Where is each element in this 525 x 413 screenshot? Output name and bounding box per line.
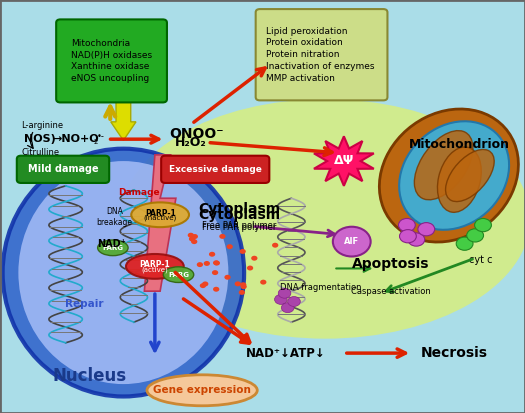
Circle shape [418, 223, 435, 236]
Ellipse shape [121, 99, 525, 339]
Circle shape [239, 249, 246, 254]
Circle shape [408, 233, 425, 246]
Circle shape [281, 303, 294, 313]
Text: PARG: PARG [102, 245, 123, 251]
Ellipse shape [98, 240, 128, 256]
Text: PARP-1: PARP-1 [145, 209, 175, 218]
Circle shape [227, 244, 233, 249]
Circle shape [200, 283, 206, 288]
Text: •-: •- [97, 132, 105, 141]
Polygon shape [144, 155, 176, 291]
Text: Damage: Damage [118, 188, 160, 197]
Ellipse shape [414, 131, 473, 200]
Circle shape [189, 237, 195, 242]
Circle shape [400, 230, 416, 243]
Ellipse shape [380, 109, 518, 242]
Text: Mild damage: Mild damage [28, 164, 98, 174]
Circle shape [209, 252, 215, 257]
Text: Necrosis: Necrosis [421, 346, 488, 360]
Ellipse shape [3, 149, 244, 396]
Text: ΔΨ: ΔΨ [334, 154, 354, 167]
Text: (inactive): (inactive) [143, 215, 177, 221]
Text: →NO+O: →NO+O [52, 134, 99, 144]
Ellipse shape [131, 202, 189, 227]
Circle shape [240, 282, 246, 287]
Text: cyt c: cyt c [469, 255, 492, 265]
Circle shape [240, 284, 247, 289]
Circle shape [197, 262, 203, 267]
Text: (active): (active) [142, 266, 168, 273]
Text: Citrulline: Citrulline [21, 148, 59, 157]
Text: Cytoplasm: Cytoplasm [198, 208, 280, 222]
Circle shape [213, 287, 219, 292]
FancyBboxPatch shape [256, 9, 387, 100]
Circle shape [278, 288, 291, 298]
Circle shape [192, 234, 198, 239]
Text: DNA
breakage: DNA breakage [97, 207, 132, 226]
Text: Mitochondrion: Mitochondrion [409, 138, 510, 151]
FancyBboxPatch shape [17, 156, 109, 183]
Ellipse shape [147, 375, 257, 406]
Text: Gene expression: Gene expression [153, 385, 251, 395]
Circle shape [202, 281, 208, 286]
Circle shape [260, 280, 267, 285]
Text: ONOO⁻: ONOO⁻ [170, 127, 224, 141]
Text: Free PAR polymer: Free PAR polymer [202, 221, 276, 230]
Polygon shape [314, 136, 374, 186]
Text: H₂O₂: H₂O₂ [175, 136, 206, 149]
Text: Repair: Repair [65, 299, 103, 309]
Circle shape [398, 218, 415, 232]
Ellipse shape [18, 161, 228, 384]
Text: NAD⁺↓ATP↓: NAD⁺↓ATP↓ [246, 347, 326, 360]
Circle shape [272, 243, 278, 248]
Circle shape [204, 261, 210, 266]
Text: DNA fragmentation: DNA fragmentation [279, 282, 361, 292]
Circle shape [288, 297, 300, 306]
Text: Caspase activation: Caspase activation [351, 287, 431, 297]
Circle shape [239, 290, 245, 295]
FancyArrow shape [111, 99, 136, 140]
FancyBboxPatch shape [56, 19, 167, 102]
Circle shape [235, 281, 241, 286]
Circle shape [214, 261, 220, 266]
Text: NAD⁺: NAD⁺ [97, 240, 126, 249]
Text: PARP-1: PARP-1 [140, 260, 170, 269]
Circle shape [275, 294, 287, 304]
Circle shape [224, 275, 230, 280]
Text: NOS): NOS) [24, 134, 56, 144]
Circle shape [456, 237, 473, 250]
Text: AIF: AIF [344, 237, 359, 246]
Circle shape [187, 233, 194, 238]
FancyBboxPatch shape [161, 156, 269, 183]
Circle shape [191, 239, 197, 244]
Ellipse shape [446, 150, 494, 202]
Text: L-arginine: L-arginine [21, 121, 63, 131]
Ellipse shape [399, 121, 509, 230]
Ellipse shape [126, 254, 184, 279]
Circle shape [247, 266, 253, 271]
Circle shape [475, 218, 491, 232]
Text: Cytoplasm: Cytoplasm [198, 202, 280, 216]
Circle shape [333, 227, 371, 256]
Circle shape [213, 260, 219, 265]
Text: Apoptosis: Apoptosis [352, 257, 430, 271]
Ellipse shape [437, 147, 481, 212]
Text: 2: 2 [93, 139, 98, 145]
Circle shape [467, 229, 484, 242]
Text: Nucleus: Nucleus [52, 367, 127, 385]
Text: Free PAR polymer: Free PAR polymer [202, 223, 276, 233]
Ellipse shape [163, 267, 194, 282]
Text: Mitochondria
NAD(P)H oxidases
Xanthine oxidase
eNOS uncoupling: Mitochondria NAD(P)H oxidases Xanthine o… [71, 39, 152, 83]
Circle shape [212, 270, 218, 275]
Circle shape [251, 256, 257, 261]
Text: Lipid peroxidation
Protein oxidation
Protein nitration
Inactivation of enzymes
M: Lipid peroxidation Protein oxidation Pro… [266, 26, 375, 83]
Circle shape [219, 234, 226, 239]
Text: PARG: PARG [168, 272, 189, 278]
Text: Excessive damage: Excessive damage [169, 165, 261, 174]
